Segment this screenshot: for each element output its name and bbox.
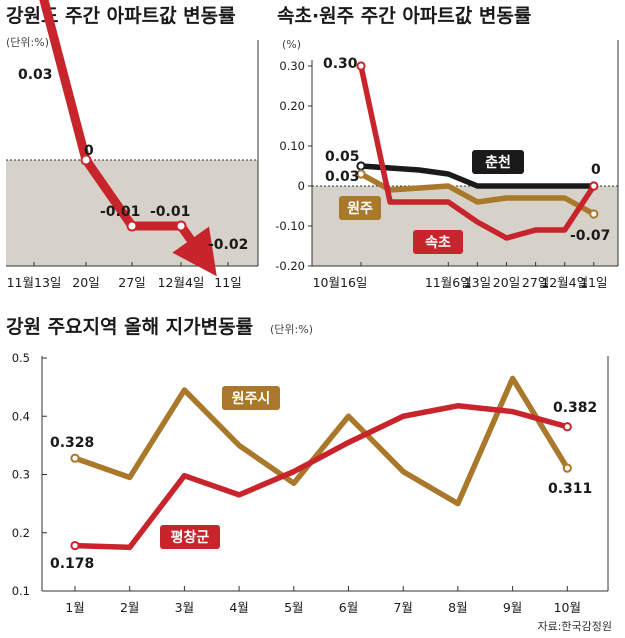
legend-tag-chuncheon — [472, 150, 524, 174]
chart-c-x-label: 9월 — [503, 600, 522, 615]
chart-b-x-label: 12월4일 — [541, 275, 588, 290]
chart-a-value-label: -0.01 — [150, 204, 190, 220]
chart-c-value-label: 0.178 — [50, 556, 94, 572]
chart-a-data-point — [80, 154, 92, 166]
chart-b-series-line — [358, 65, 597, 241]
chart-c-x-label: 10월 — [554, 600, 581, 615]
chart-c-value-label: 0.311 — [548, 481, 592, 497]
chart-c-x-label: 2월 — [120, 600, 139, 615]
chart-c-value-label: 0.328 — [50, 435, 94, 451]
legend-label-wonju: 원주 — [347, 201, 373, 217]
chart-c-x-label: 8월 — [448, 600, 467, 615]
chart-b-x-label: 27일 — [522, 275, 549, 290]
chart-c-y-label: 0.5 — [12, 351, 30, 365]
chart-c-data-point — [70, 540, 80, 551]
chart-b-value-label: 0.30 — [323, 56, 358, 72]
chart-a-x-label: 12월4일 — [158, 275, 205, 290]
legend-label-wonjusi: 원주시 — [232, 391, 271, 407]
legend-tag-wonju — [339, 196, 381, 220]
chart-a-x-label: 20일 — [72, 275, 99, 290]
chart-a-value-label: 0.03 — [18, 67, 53, 83]
legend-tag-pyeongchang — [160, 525, 220, 549]
chart-a-x-label: 11월13일 — [7, 275, 62, 290]
chart-b-series-line — [360, 163, 594, 189]
chart-b-y-label: 0.30 — [279, 59, 305, 73]
chart-c-x-label: 1월 — [65, 600, 84, 615]
chart-c-data-point — [562, 463, 572, 473]
chart-b-y-label: -0.20 — [275, 259, 305, 273]
legend-label-sokcho: 속초 — [425, 235, 451, 251]
chart-b-y-label: 0 — [298, 179, 305, 193]
chart-c-x-label: 4월 — [229, 600, 248, 615]
chart-c-x-label: 5월 — [284, 600, 303, 615]
chart-c-y-label: 0.4 — [12, 409, 30, 423]
chart-c-title: 강원 주요지역 올해 지가변동률 — [6, 316, 253, 338]
chart-c-value-label: 0.382 — [553, 400, 597, 416]
chart-b-value-label: -0.07 — [570, 228, 610, 244]
chart-b-x-label: 20일 — [493, 275, 520, 290]
chart-c-data-point — [70, 453, 80, 463]
chart-b-x-label: 11월6일 — [425, 275, 472, 290]
chart-b-unit: (%) — [282, 38, 301, 51]
chart-b-x-label: 11일 — [580, 275, 607, 290]
chart-a-value-label: -0.02 — [208, 237, 248, 253]
chart-c-x-label: 6월 — [339, 600, 358, 615]
legend-tag-wonjusi — [222, 386, 280, 410]
chart-a-value-label: -0.01 — [100, 204, 140, 220]
chart-c-x-label: 3월 — [175, 600, 194, 615]
chart-b-y-label: -0.10 — [275, 219, 305, 233]
chart-c-y-label: 0.3 — [12, 468, 30, 482]
chart-city-weekly: 속초·원주 주간 아파트값 변동률 (%) 0.30 0.20 0.10 0 -0.10… — [275, 5, 619, 290]
chart-c-data-point — [562, 422, 572, 432]
chart-a-data-point — [126, 220, 138, 232]
chart-c-series-line — [74, 403, 569, 551]
chart-b-value-label: 0.05 — [325, 149, 360, 165]
chart-c-x-label: 7월 — [393, 600, 412, 615]
chart-c-y-label: 0.1 — [12, 584, 30, 598]
chart-b-x-label: 13일 — [464, 275, 491, 290]
chart-b-x-label: 10월16일 — [313, 275, 368, 290]
chart-b-y-label: 0.10 — [279, 139, 305, 153]
source-note: 자료:한국감정원 — [537, 620, 612, 633]
chart-b-data-point — [356, 61, 366, 71]
chart-a-title: 강원도 주간 아파트값 변동률 — [6, 5, 236, 27]
legend-label-pyeongchang: 평창군 — [171, 529, 210, 546]
chart-b-data-point — [356, 169, 366, 179]
legend-label-chuncheon: 춘천 — [485, 155, 511, 171]
chart-a-x-label: 11일 — [214, 275, 241, 290]
legend-tag-sokcho — [413, 230, 463, 254]
chart-a-x-label: 27일 — [118, 275, 145, 290]
chart-b-series-line — [359, 171, 596, 217]
chart-b-y-label: 0.20 — [279, 99, 305, 113]
chart-b-data-point — [589, 181, 599, 191]
chart-b-value-label: 0.03 — [325, 169, 360, 185]
chart-a-data-point — [175, 220, 187, 232]
chart-b-title: 속초·원주 주간 아파트값 변동률 — [277, 5, 531, 27]
chart-c-y-label: 0.2 — [12, 526, 30, 540]
chart-land-monthly: 강원 주요지역 올해 지가변동률 (단위:%) 0.50.40.30.20.1 … — [6, 316, 609, 615]
chart-a-unit: (단위:%) — [6, 36, 49, 49]
chart-b-data-point — [589, 209, 599, 219]
chart-gangwon-weekly: 강원도 주간 아파트값 변동률 (단위:%) 11월13일 20일 27일 12월4일… — [6, 0, 259, 290]
chart-b-value-label: 0 — [591, 162, 601, 178]
chart-c-unit: (단위:%) — [270, 323, 313, 336]
chart-c-series-line — [74, 375, 570, 507]
chart-a-value-label: 0 — [84, 143, 94, 159]
